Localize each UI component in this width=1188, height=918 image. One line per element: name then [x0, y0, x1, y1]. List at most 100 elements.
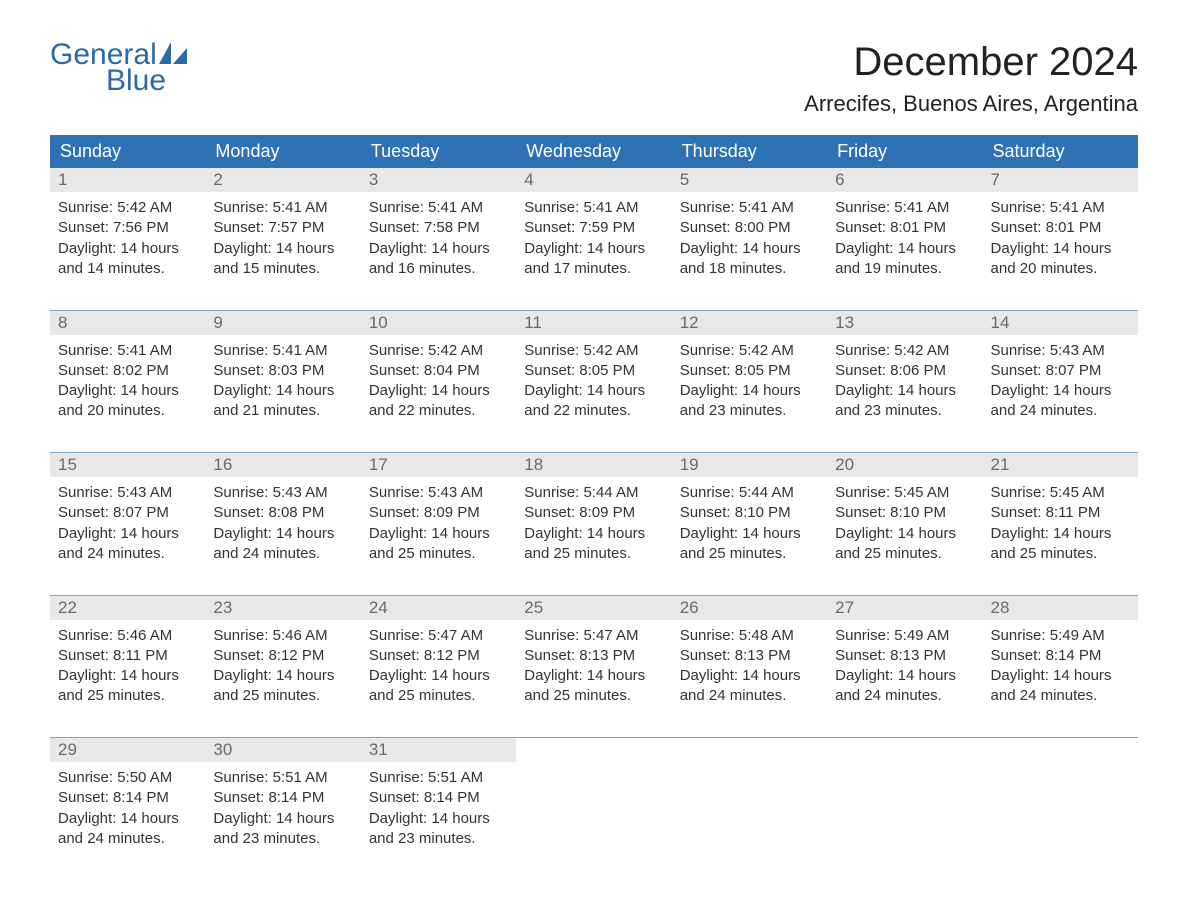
daylight1-text: Daylight: 14 hours	[680, 239, 819, 259]
daylight2-text: and 23 minutes.	[835, 401, 974, 421]
week-separator	[50, 577, 1138, 595]
separator-cell	[50, 435, 1138, 453]
daylight1-text: Daylight: 14 hours	[213, 666, 352, 686]
daylight1-text: Daylight: 14 hours	[369, 524, 508, 544]
sunset-text: Sunset: 8:07 PM	[991, 361, 1130, 381]
sunrise-text: Sunrise: 5:41 AM	[213, 198, 352, 218]
day-detail-cell: Sunrise: 5:51 AMSunset: 8:14 PMDaylight:…	[361, 762, 516, 862]
day-detail-row: Sunrise: 5:43 AMSunset: 8:07 PMDaylight:…	[50, 477, 1138, 577]
day-number-cell: 14	[983, 310, 1138, 335]
daylight1-text: Daylight: 14 hours	[213, 239, 352, 259]
daylight1-text: Daylight: 14 hours	[369, 381, 508, 401]
day-detail-cell: Sunrise: 5:41 AMSunset: 7:59 PMDaylight:…	[516, 192, 671, 292]
daylight1-text: Daylight: 14 hours	[58, 239, 197, 259]
day-number-cell: 19	[672, 453, 827, 478]
sunrise-text: Sunrise: 5:46 AM	[213, 626, 352, 646]
sunrise-text: Sunrise: 5:41 AM	[58, 341, 197, 361]
day-detail-cell: Sunrise: 5:41 AMSunset: 8:01 PMDaylight:…	[827, 192, 982, 292]
sunrise-text: Sunrise: 5:49 AM	[835, 626, 974, 646]
separator-cell	[50, 720, 1138, 738]
sunrise-text: Sunrise: 5:48 AM	[680, 626, 819, 646]
col-header-monday: Monday	[205, 135, 360, 168]
sunrise-text: Sunrise: 5:41 AM	[835, 198, 974, 218]
sunrise-text: Sunrise: 5:42 AM	[369, 341, 508, 361]
separator-cell	[50, 292, 1138, 310]
day-detail-row: Sunrise: 5:46 AMSunset: 8:11 PMDaylight:…	[50, 620, 1138, 720]
daylight2-text: and 14 minutes.	[58, 259, 197, 279]
day-detail-cell: Sunrise: 5:43 AMSunset: 8:07 PMDaylight:…	[50, 477, 205, 577]
sunset-text: Sunset: 7:57 PM	[213, 218, 352, 238]
sunset-text: Sunset: 7:56 PM	[58, 218, 197, 238]
sunset-text: Sunset: 8:14 PM	[58, 788, 197, 808]
sunrise-text: Sunrise: 5:44 AM	[680, 483, 819, 503]
daylight1-text: Daylight: 14 hours	[369, 666, 508, 686]
day-detail-cell: Sunrise: 5:48 AMSunset: 8:13 PMDaylight:…	[672, 620, 827, 720]
sunset-text: Sunset: 8:03 PM	[213, 361, 352, 381]
sunrise-text: Sunrise: 5:43 AM	[213, 483, 352, 503]
day-number-row: 22232425262728	[50, 595, 1138, 620]
sunset-text: Sunset: 8:13 PM	[835, 646, 974, 666]
day-number-cell: 31	[361, 738, 516, 763]
daylight1-text: Daylight: 14 hours	[835, 666, 974, 686]
empty-cell	[516, 762, 671, 862]
sunset-text: Sunset: 8:06 PM	[835, 361, 974, 381]
daylight2-text: and 23 minutes.	[680, 401, 819, 421]
empty-cell	[516, 738, 671, 763]
sunrise-text: Sunrise: 5:42 AM	[835, 341, 974, 361]
day-detail-cell: Sunrise: 5:42 AMSunset: 8:05 PMDaylight:…	[672, 335, 827, 435]
sunrise-text: Sunrise: 5:44 AM	[524, 483, 663, 503]
daylight2-text: and 25 minutes.	[58, 686, 197, 706]
daylight1-text: Daylight: 14 hours	[369, 809, 508, 829]
day-number-cell: 13	[827, 310, 982, 335]
daylight2-text: and 25 minutes.	[991, 544, 1130, 564]
daylight1-text: Daylight: 14 hours	[524, 239, 663, 259]
day-detail-cell: Sunrise: 5:43 AMSunset: 8:08 PMDaylight:…	[205, 477, 360, 577]
daylight1-text: Daylight: 14 hours	[213, 809, 352, 829]
daylight2-text: and 25 minutes.	[369, 544, 508, 564]
daylight1-text: Daylight: 14 hours	[58, 524, 197, 544]
daylight1-text: Daylight: 14 hours	[58, 381, 197, 401]
sunrise-text: Sunrise: 5:51 AM	[369, 768, 508, 788]
day-detail-cell: Sunrise: 5:41 AMSunset: 7:58 PMDaylight:…	[361, 192, 516, 292]
daylight2-text: and 15 minutes.	[213, 259, 352, 279]
day-detail-cell: Sunrise: 5:46 AMSunset: 8:12 PMDaylight:…	[205, 620, 360, 720]
daylight2-text: and 24 minutes.	[835, 686, 974, 706]
day-detail-cell: Sunrise: 5:44 AMSunset: 8:09 PMDaylight:…	[516, 477, 671, 577]
sunset-text: Sunset: 8:10 PM	[680, 503, 819, 523]
daylight1-text: Daylight: 14 hours	[835, 239, 974, 259]
sunset-text: Sunset: 7:59 PM	[524, 218, 663, 238]
day-number-row: 293031	[50, 738, 1138, 763]
day-detail-cell: Sunrise: 5:50 AMSunset: 8:14 PMDaylight:…	[50, 762, 205, 862]
day-number-cell: 12	[672, 310, 827, 335]
sunset-text: Sunset: 8:12 PM	[213, 646, 352, 666]
daylight1-text: Daylight: 14 hours	[58, 666, 197, 686]
daylight1-text: Daylight: 14 hours	[680, 381, 819, 401]
day-number-cell: 21	[983, 453, 1138, 478]
daylight2-text: and 16 minutes.	[369, 259, 508, 279]
day-number-cell: 6	[827, 168, 982, 192]
day-detail-cell: Sunrise: 5:44 AMSunset: 8:10 PMDaylight:…	[672, 477, 827, 577]
day-number-cell: 22	[50, 595, 205, 620]
daylight1-text: Daylight: 14 hours	[369, 239, 508, 259]
sunrise-text: Sunrise: 5:47 AM	[369, 626, 508, 646]
day-detail-cell: Sunrise: 5:51 AMSunset: 8:14 PMDaylight:…	[205, 762, 360, 862]
daylight1-text: Daylight: 14 hours	[680, 524, 819, 544]
sunrise-text: Sunrise: 5:51 AM	[213, 768, 352, 788]
separator-cell	[50, 577, 1138, 595]
day-detail-cell: Sunrise: 5:42 AMSunset: 8:04 PMDaylight:…	[361, 335, 516, 435]
empty-cell	[983, 738, 1138, 763]
day-number-cell: 16	[205, 453, 360, 478]
sunset-text: Sunset: 8:00 PM	[680, 218, 819, 238]
day-detail-cell: Sunrise: 5:45 AMSunset: 8:11 PMDaylight:…	[983, 477, 1138, 577]
sunset-text: Sunset: 8:05 PM	[680, 361, 819, 381]
daylight2-text: and 24 minutes.	[991, 401, 1130, 421]
sunset-text: Sunset: 8:13 PM	[524, 646, 663, 666]
day-number-cell: 28	[983, 595, 1138, 620]
daylight2-text: and 24 minutes.	[991, 686, 1130, 706]
daylight1-text: Daylight: 14 hours	[524, 524, 663, 544]
empty-cell	[672, 762, 827, 862]
sunset-text: Sunset: 8:14 PM	[991, 646, 1130, 666]
week-separator	[50, 720, 1138, 738]
sunset-text: Sunset: 8:01 PM	[991, 218, 1130, 238]
day-number-cell: 4	[516, 168, 671, 192]
